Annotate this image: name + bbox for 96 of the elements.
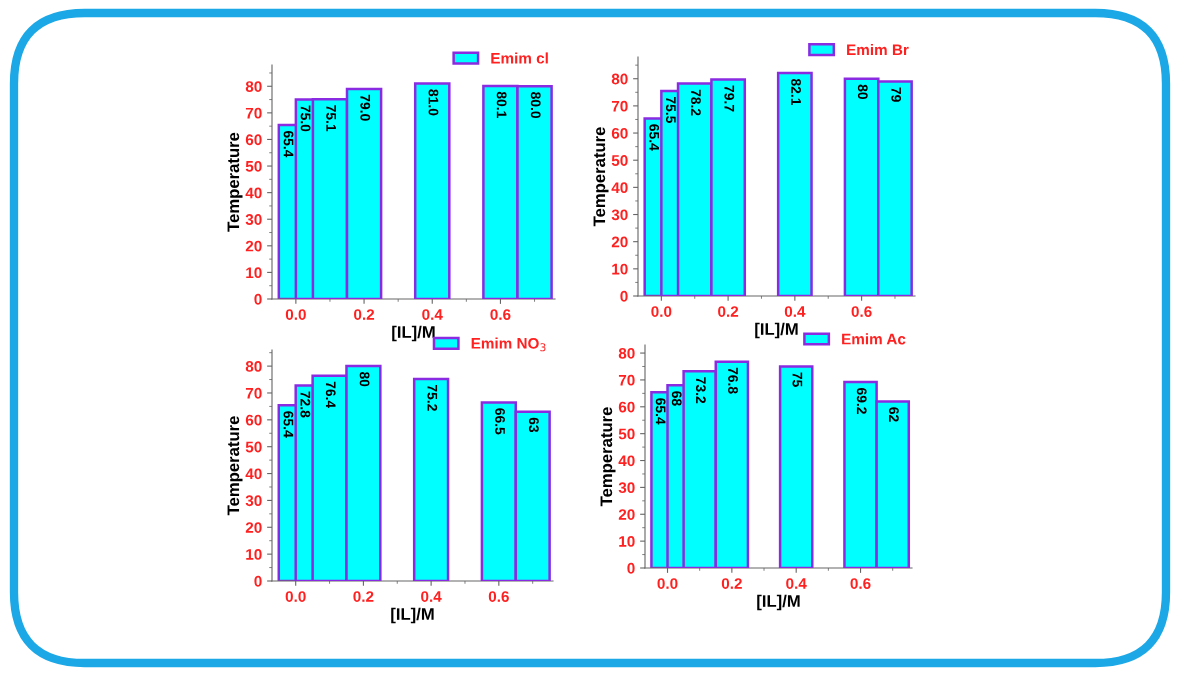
bar — [412, 377, 450, 581]
data-label: 76.8 — [728, 367, 738, 394]
y-tick-label: 0 — [627, 562, 635, 574]
data-label: 80.1 — [496, 91, 507, 118]
data-label: 72.8 — [300, 391, 311, 418]
y-tick-label: 70 — [611, 100, 628, 112]
y-tick-label: 30 — [245, 214, 262, 225]
data-label: 75.2 — [427, 384, 438, 411]
y-tick-label: 10 — [246, 267, 262, 279]
data-label: 62 — [888, 407, 899, 422]
data-label: 65.4 — [283, 130, 294, 158]
y-tick-label: 40 — [245, 468, 262, 480]
x-axis-title: [IL]/M — [757, 594, 800, 611]
y-tick-label: 10 — [612, 263, 628, 275]
y-tick-label: 20 — [618, 509, 635, 520]
data-label: 75.0 — [300, 105, 311, 132]
x-tick-label: 0.4 — [786, 578, 807, 589]
y-tick-label: 40 — [245, 187, 262, 199]
data-label: 78.2 — [691, 89, 701, 116]
data-label: 65.4 — [283, 411, 294, 438]
y-tick-label: 50 — [245, 441, 262, 453]
data-label: 81.0 — [428, 89, 439, 116]
data-label: 66.5 — [495, 408, 505, 435]
x-tick-label: 0.2 — [354, 309, 375, 320]
bar — [776, 71, 813, 296]
y-tick-label: 50 — [618, 428, 635, 440]
x-tick-label: 0.6 — [851, 306, 872, 317]
y-axis-title: Temperature — [227, 132, 243, 232]
data-label: 79.0 — [360, 94, 371, 121]
x-tick-label: 0.0 — [651, 306, 672, 317]
y-tick-label: 70 — [618, 374, 635, 386]
y-tick-label: 30 — [245, 495, 262, 507]
x-tick-label: 0.0 — [657, 578, 678, 589]
y-tick-label: 60 — [245, 414, 262, 426]
y-tick-label: 20 — [611, 236, 628, 248]
y-tick-label: 0 — [254, 575, 262, 587]
y-tick-label: 10 — [619, 536, 635, 547]
y-tick-label: 70 — [245, 107, 262, 119]
y-axis-title: Temperature — [227, 416, 243, 516]
y-tick-label: 60 — [618, 401, 635, 413]
y-axis-title: Temperature — [593, 127, 609, 227]
x-axis-title: [IL]/M — [755, 322, 798, 339]
y-tick-label: 60 — [611, 127, 628, 139]
x-tick-label: 0.6 — [850, 578, 871, 589]
x-tick-label: 0.6 — [488, 591, 509, 602]
data-label: 75.1 — [326, 105, 336, 132]
y-tick-label: 0 — [254, 293, 262, 305]
data-label: 80 — [359, 371, 370, 387]
y-tick-label: 80 — [245, 360, 262, 372]
y-tick-label: 50 — [245, 160, 262, 172]
y-tick-label: 80 — [245, 81, 262, 92]
x-tick-label: 0.4 — [422, 309, 443, 320]
bar — [778, 365, 814, 568]
y-tick-label: 20 — [245, 240, 262, 252]
y-axis-title: Temperature — [600, 407, 616, 507]
legend-label: Emim cl — [491, 52, 548, 64]
x-tick-label: 0.2 — [721, 578, 742, 589]
y-tick-label: 40 — [611, 182, 628, 194]
x-tick-label: 0.0 — [285, 591, 306, 602]
data-label: 80.0 — [530, 92, 541, 119]
data-label: 75 — [792, 372, 803, 387]
y-tick-label: 20 — [245, 522, 262, 533]
legend-label: Emim Br — [847, 43, 909, 56]
data-label: 65.4 — [649, 124, 660, 151]
data-label: 65.4 — [655, 398, 666, 425]
data-label: 63 — [528, 417, 539, 433]
data-label: 82.1 — [791, 78, 801, 106]
data-label: 79.7 — [724, 85, 735, 112]
y-tick-label: 40 — [618, 455, 635, 467]
data-label: 73.2 — [695, 377, 706, 404]
x-tick-label: 0.0 — [285, 309, 306, 320]
y-tick-label: 60 — [245, 134, 262, 146]
x-tick-label: 0.2 — [718, 306, 739, 317]
x-axis-title: [IL]/M — [391, 607, 434, 624]
data-label: 80 — [857, 84, 868, 100]
data-label: 75.5 — [665, 96, 676, 124]
x-tick-label: 0.2 — [353, 591, 374, 602]
x-axis-title: [IL]/M — [392, 325, 435, 342]
legend-label: Emim Ac — [842, 333, 906, 345]
y-tick-label: 30 — [618, 482, 635, 494]
y-tick-label: 70 — [245, 387, 262, 399]
x-tick-label: 0.6 — [490, 309, 511, 320]
bar — [413, 82, 451, 299]
y-tick-label: 80 — [618, 347, 635, 359]
data-label: 69.2 — [856, 387, 867, 414]
y-tick-label: 50 — [611, 155, 628, 166]
y-tick-label: 80 — [611, 73, 628, 85]
x-tick-label: 0.4 — [421, 591, 442, 602]
legend-label: Emim NO$_{3}$ — [471, 337, 546, 352]
data-label: 76.4 — [325, 381, 336, 409]
data-label: 68 — [671, 391, 682, 406]
y-tick-label: 30 — [611, 209, 628, 221]
data-label: 79 — [891, 87, 902, 102]
x-tick-label: 0.4 — [784, 306, 806, 317]
y-tick-label: 10 — [246, 549, 262, 560]
y-tick-label: 0 — [620, 290, 628, 302]
